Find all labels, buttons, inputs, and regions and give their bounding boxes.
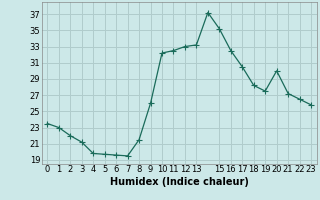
- X-axis label: Humidex (Indice chaleur): Humidex (Indice chaleur): [110, 177, 249, 187]
